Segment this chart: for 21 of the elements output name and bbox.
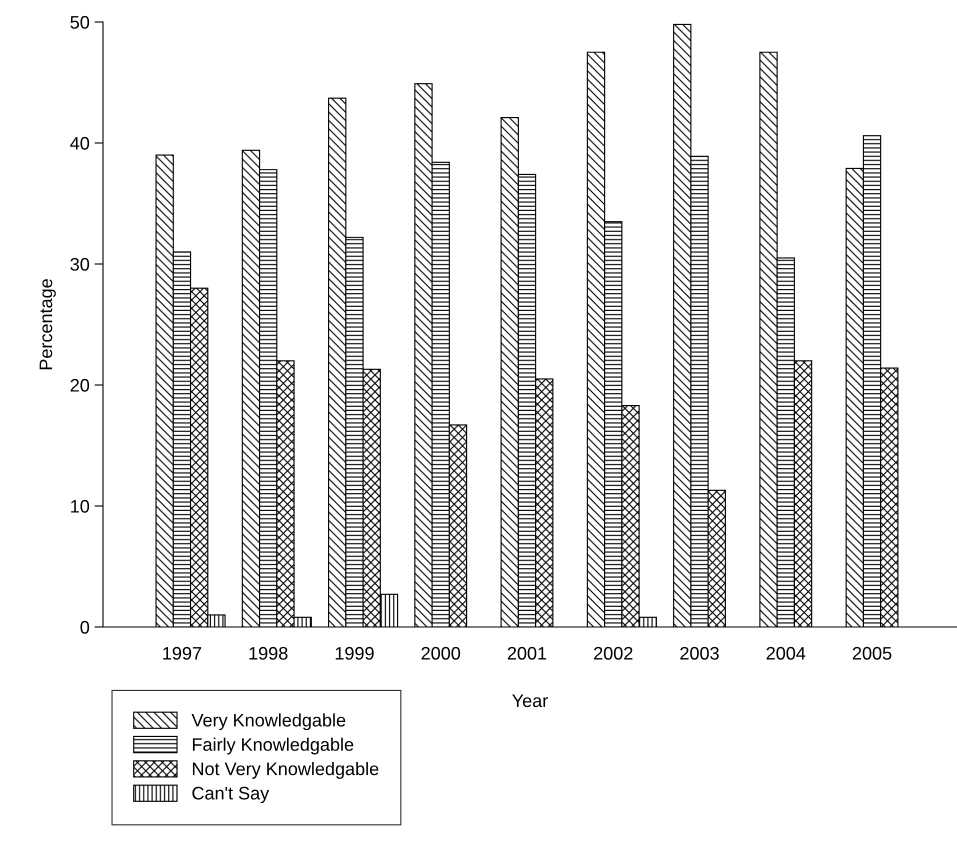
x-tick-label: 2002 [594,646,632,660]
x-axis-title: Year [512,694,548,708]
y-tick-label: 50 [70,16,90,29]
legend-label: Very Knowledgable [192,713,346,730]
y-tick-label: 20 [70,378,90,392]
y-tick-label: 40 [70,136,90,150]
x-tick-label: 1998 [249,646,288,660]
x-tick-label: 2005 [852,646,892,660]
x-tick-label: 2003 [680,646,719,660]
x-tick-label: 2001 [508,646,546,660]
x-tick-label: 1997 [163,646,202,660]
x-tick-label: 2004 [766,646,806,660]
y-tick-label: 0 [80,620,90,634]
y-axis-title: Percentage [40,279,56,370]
y-tick-label: 30 [70,258,90,271]
x-tick-label: 1999 [336,646,374,660]
legend-label: Not Very Knowledgable [192,762,378,779]
x-tick-label: 2000 [422,646,460,660]
y-tick-label: 10 [71,500,90,513]
legend-label: Fairly Knowledgable [192,738,354,754]
legend-label: Can't Say [192,786,270,804]
